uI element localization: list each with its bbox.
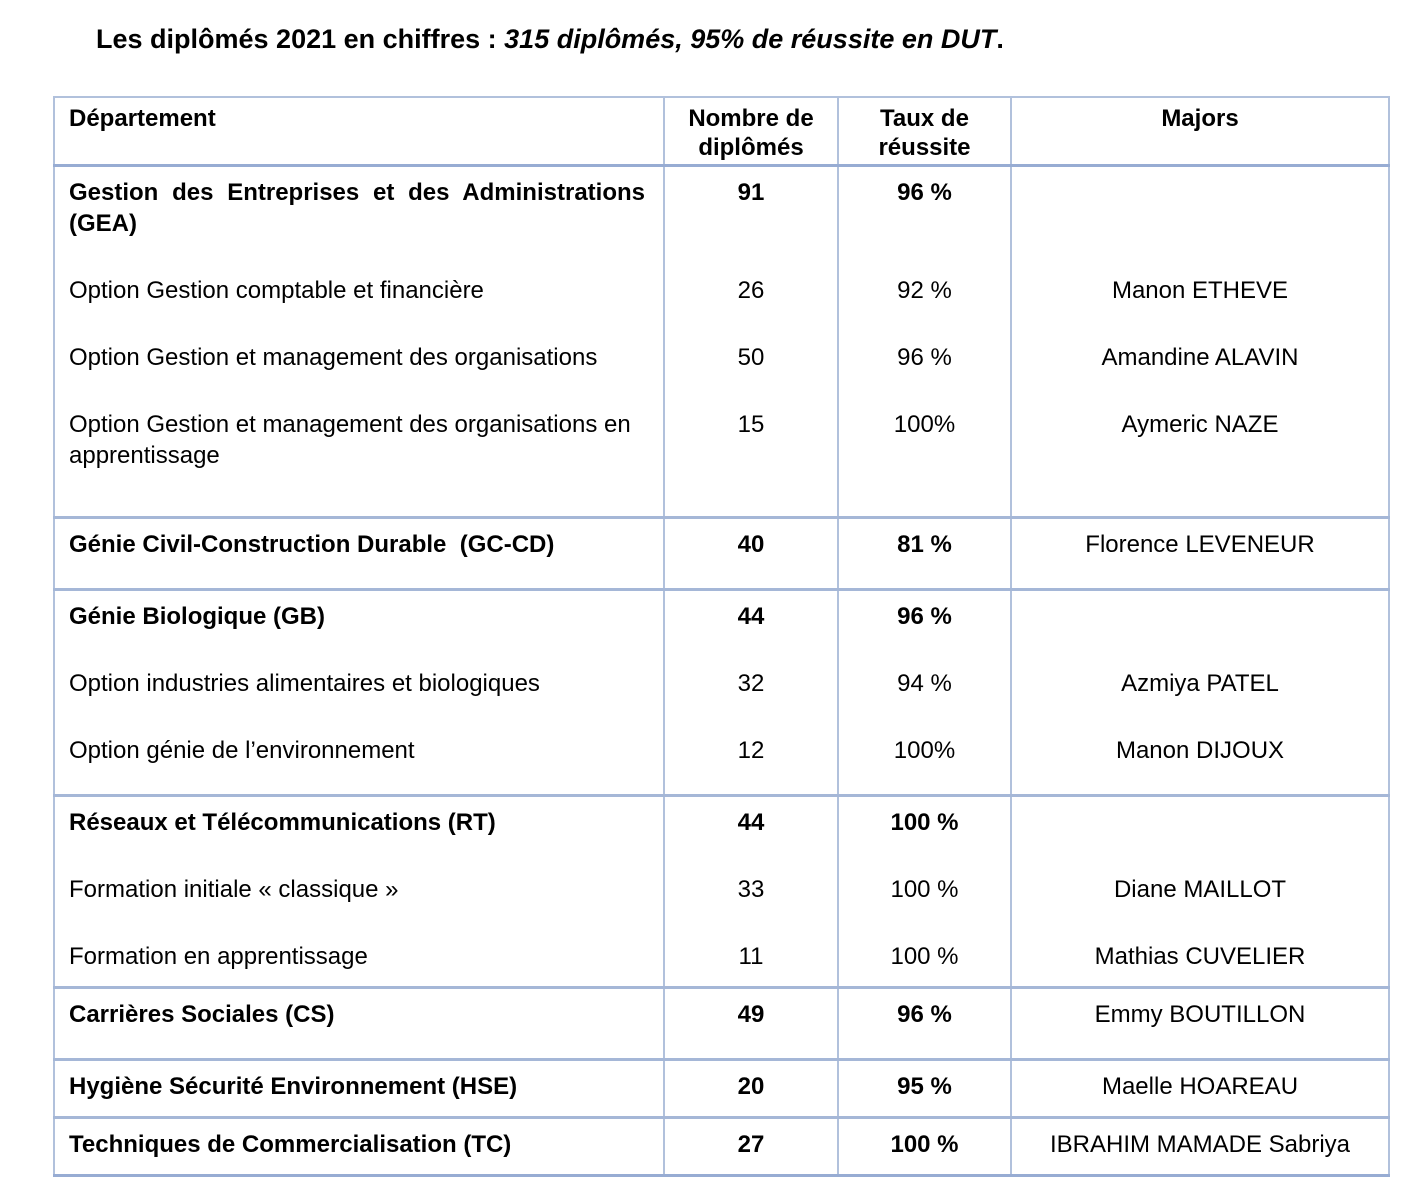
table-row: Option industries alimentaires et biolog… bbox=[53, 638, 1390, 705]
document-page: Les diplômés 2021 en chiffres : 315 dipl… bbox=[53, 24, 1390, 1177]
table-row: Techniques de Commercialisation (TC) 27 … bbox=[53, 1117, 1390, 1176]
dept-cell: Hygiène Sécurité Environnement (HSE) bbox=[53, 1059, 665, 1118]
block-rt: Réseaux et Télécommunications (RT) 44 10… bbox=[53, 795, 1390, 988]
count-cell: 40 bbox=[663, 517, 839, 590]
table-row: Option Gestion comptable et financière 2… bbox=[53, 245, 1390, 312]
column-header-departement: Département bbox=[53, 97, 665, 166]
rate-cell: 96 % bbox=[837, 165, 1012, 245]
dept-cell: Option Gestion comptable et financière bbox=[53, 245, 665, 312]
table-row: Génie Civil-Construction Durable (GC-CD)… bbox=[53, 517, 1390, 590]
dept-cell: Génie Biologique (GB) bbox=[53, 589, 665, 638]
table-row: Gestion des Entreprises et des Administr… bbox=[53, 165, 1390, 245]
table-row: Hygiène Sécurité Environnement (HSE) 20 … bbox=[53, 1059, 1390, 1118]
major-cell: Mathias CUVELIER bbox=[1010, 911, 1390, 988]
title-prefix: Les diplômés 2021 en chiffres : bbox=[96, 24, 505, 54]
block-gb: Génie Biologique (GB) 44 96 % Option ind… bbox=[53, 589, 1390, 796]
major-cell: Aymeric NAZE bbox=[1010, 379, 1390, 518]
major-cell: Azmiya PATEL bbox=[1010, 638, 1390, 705]
count-cell: 26 bbox=[663, 245, 839, 312]
rate-cell: 92 % bbox=[837, 245, 1012, 312]
rate-cell: 81 % bbox=[837, 517, 1012, 590]
dept-cell: Carrières Sociales (CS) bbox=[53, 987, 665, 1060]
block-gccd: Génie Civil-Construction Durable (GC-CD)… bbox=[53, 517, 1390, 590]
table-row: Carrières Sociales (CS) 49 96 % Emmy BOU… bbox=[53, 987, 1390, 1060]
table-header-row: Département Nombre de diplômés Taux de r… bbox=[53, 97, 1390, 166]
table-row: Formation initiale « classique » 33 100 … bbox=[53, 844, 1390, 911]
page-title: Les diplômés 2021 en chiffres : 315 dipl… bbox=[96, 24, 1388, 55]
dept-cell: Réseaux et Télécommunications (RT) bbox=[53, 795, 665, 844]
block-hse: Hygiène Sécurité Environnement (HSE) 20 … bbox=[53, 1059, 1390, 1118]
major-cell: Manon ETHEVE bbox=[1010, 245, 1390, 312]
table-row: Génie Biologique (GB) 44 96 % bbox=[53, 589, 1390, 638]
major-cell: Florence LEVENEUR bbox=[1010, 517, 1390, 590]
rate-cell: 100 % bbox=[837, 1117, 1012, 1176]
graduates-table: Département Nombre de diplômés Taux de r… bbox=[53, 96, 1390, 1177]
rate-cell: 100 % bbox=[837, 844, 1012, 911]
column-header-majors: Majors bbox=[1010, 97, 1390, 166]
block-cs: Carrières Sociales (CS) 49 96 % Emmy BOU… bbox=[53, 987, 1390, 1060]
rate-cell: 96 % bbox=[837, 589, 1012, 638]
count-cell: 32 bbox=[663, 638, 839, 705]
rate-cell: 96 % bbox=[837, 987, 1012, 1060]
major-cell bbox=[1010, 795, 1390, 844]
rate-cell: 94 % bbox=[837, 638, 1012, 705]
major-cell: Manon DIJOUX bbox=[1010, 705, 1390, 796]
count-cell: 91 bbox=[663, 165, 839, 245]
count-cell: 44 bbox=[663, 589, 839, 638]
table-row: Option génie de l’environnement 12 100% … bbox=[53, 705, 1390, 796]
count-cell: 12 bbox=[663, 705, 839, 796]
rate-cell: 96 % bbox=[837, 312, 1012, 379]
table-header: Département Nombre de diplômés Taux de r… bbox=[53, 97, 1390, 166]
table-row: Formation en apprentissage 11 100 % Math… bbox=[53, 911, 1390, 988]
column-header-taux-reussite: Taux de réussite bbox=[837, 97, 1012, 166]
rate-cell: 100 % bbox=[837, 911, 1012, 988]
count-cell: 50 bbox=[663, 312, 839, 379]
title-suffix: . bbox=[996, 24, 1004, 54]
major-cell: Maelle HOAREAU bbox=[1010, 1059, 1390, 1118]
count-cell: 49 bbox=[663, 987, 839, 1060]
count-cell: 11 bbox=[663, 911, 839, 988]
major-cell bbox=[1010, 589, 1390, 638]
count-cell: 44 bbox=[663, 795, 839, 844]
block-tc: Techniques de Commercialisation (TC) 27 … bbox=[53, 1117, 1390, 1176]
table-row: Option Gestion et management des organis… bbox=[53, 312, 1390, 379]
block-gea: Gestion des Entreprises et des Administr… bbox=[53, 165, 1390, 518]
table-row: Option Gestion et management des organis… bbox=[53, 379, 1390, 518]
title-emphasis: 315 diplômés, 95% de réussite en DUT bbox=[504, 24, 997, 54]
dept-cell: Option Gestion et management des organis… bbox=[53, 312, 665, 379]
column-header-nombre-diplomes: Nombre de diplômés bbox=[663, 97, 839, 166]
dept-cell: Formation en apprentissage bbox=[53, 911, 665, 988]
dept-cell: Option industries alimentaires et biolog… bbox=[53, 638, 665, 705]
count-cell: 33 bbox=[663, 844, 839, 911]
major-cell: Emmy BOUTILLON bbox=[1010, 987, 1390, 1060]
dept-cell: Formation initiale « classique » bbox=[53, 844, 665, 911]
count-cell: 15 bbox=[663, 379, 839, 518]
major-cell bbox=[1010, 165, 1390, 245]
dept-cell: Option Gestion et management des organis… bbox=[53, 379, 665, 518]
rate-cell: 100% bbox=[837, 705, 1012, 796]
dept-cell: Gestion des Entreprises et des Administr… bbox=[53, 165, 665, 245]
major-cell: Amandine ALAVIN bbox=[1010, 312, 1390, 379]
dept-cell: Techniques de Commercialisation (TC) bbox=[53, 1117, 665, 1176]
major-cell: IBRAHIM MAMADE Sabriya bbox=[1010, 1117, 1390, 1176]
count-cell: 20 bbox=[663, 1059, 839, 1118]
rate-cell: 95 % bbox=[837, 1059, 1012, 1118]
count-cell: 27 bbox=[663, 1117, 839, 1176]
rate-cell: 100% bbox=[837, 379, 1012, 518]
dept-cell: Option génie de l’environnement bbox=[53, 705, 665, 796]
rate-cell: 100 % bbox=[837, 795, 1012, 844]
dept-cell: Génie Civil-Construction Durable (GC-CD) bbox=[53, 517, 665, 590]
table-row: Réseaux et Télécommunications (RT) 44 10… bbox=[53, 795, 1390, 844]
major-cell: Diane MAILLOT bbox=[1010, 844, 1390, 911]
